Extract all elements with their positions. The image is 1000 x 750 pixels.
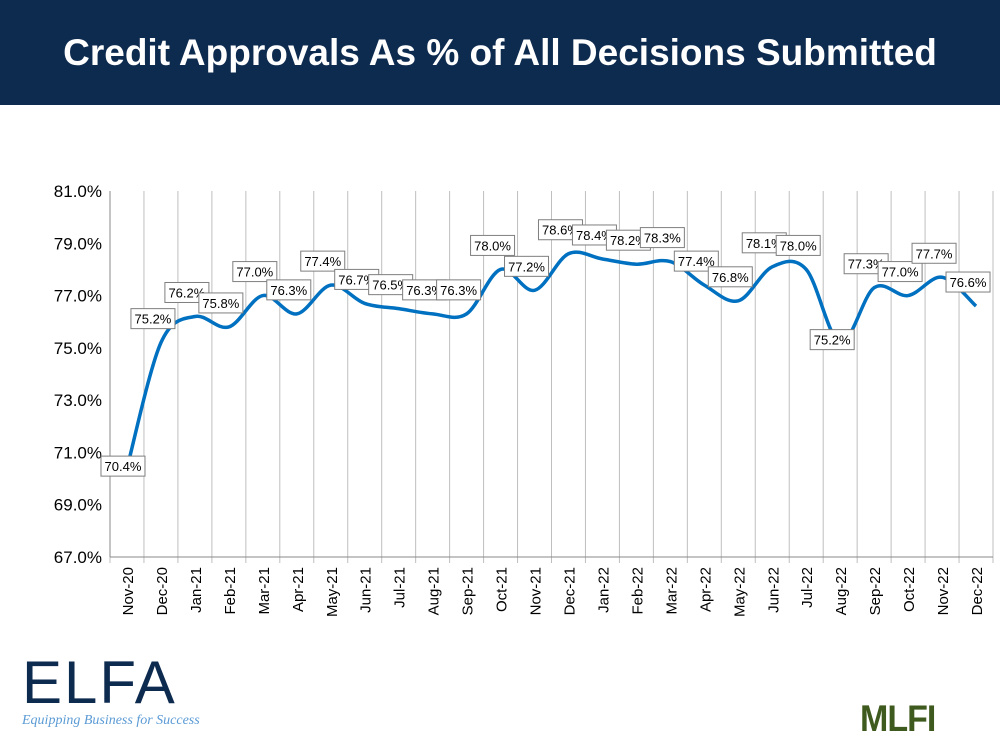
x-tick-label: Dec-22 xyxy=(969,567,986,615)
x-tick-label: Jul-22 xyxy=(799,567,816,608)
elfa-logo: ELFA Equipping Business for Success xyxy=(22,649,200,729)
data-label-box xyxy=(300,250,346,272)
y-tick-label: 69.0% xyxy=(54,496,102,515)
data-label: 70.4% xyxy=(105,459,142,474)
x-tick-label: May-22 xyxy=(731,567,748,617)
x-tick-label: Dec-21 xyxy=(561,567,578,615)
data-label-box xyxy=(266,279,312,301)
data-label-box xyxy=(639,227,685,249)
x-tick-label: Mar-21 xyxy=(256,567,273,615)
data-label: 77.0% xyxy=(882,265,919,280)
data-label: 76.8% xyxy=(712,270,749,285)
data-label: 75.8% xyxy=(202,296,239,311)
y-tick-label: 79.0% xyxy=(54,234,102,253)
x-tick-label: Jul-21 xyxy=(392,567,409,608)
data-label-box xyxy=(100,455,146,477)
elfa-logo-text: ELFA xyxy=(22,649,177,716)
data-label: 76.3% xyxy=(270,283,307,298)
data-label: 76.2% xyxy=(168,285,205,300)
data-label-box xyxy=(911,242,957,264)
y-tick-label: 71.0% xyxy=(54,443,102,462)
mlfi-logo: MLFI xyxy=(860,698,936,740)
data-label: 77.2% xyxy=(508,259,545,274)
data-label: 77.4% xyxy=(678,254,715,269)
data-label: 78.1% xyxy=(746,236,783,251)
y-tick-label: 73.0% xyxy=(54,391,102,410)
x-tick-label: Nov-20 xyxy=(120,567,137,615)
data-label: 78.3% xyxy=(644,231,681,246)
x-tick-label: Jan-21 xyxy=(188,567,205,613)
data-label: 76.7% xyxy=(338,272,375,287)
data-label-box xyxy=(232,261,278,283)
x-tick-label: Jan-22 xyxy=(595,567,612,613)
data-label-box xyxy=(198,292,244,314)
title-banner: Credit Approvals As % of All Decisions S… xyxy=(0,0,1000,105)
x-tick-label: May-21 xyxy=(324,567,341,617)
x-tick-label: Oct-22 xyxy=(901,567,918,612)
data-label: 77.0% xyxy=(236,265,273,280)
data-label-box xyxy=(877,261,923,283)
y-tick-label: 77.0% xyxy=(54,287,102,306)
data-label: 76.6% xyxy=(950,275,987,290)
x-tick-label: Sep-21 xyxy=(460,567,477,615)
x-tick-label: Mar-22 xyxy=(663,567,680,615)
data-label-box xyxy=(775,234,821,256)
data-label: 77.3% xyxy=(848,257,885,272)
data-label-box xyxy=(809,329,855,351)
data-label-box xyxy=(130,308,176,330)
x-tick-label: Feb-22 xyxy=(629,567,646,615)
data-label-box xyxy=(707,266,753,288)
data-label: 78.0% xyxy=(474,238,511,253)
x-tick-label: Sep-22 xyxy=(867,567,884,615)
data-label: 75.2% xyxy=(814,333,851,348)
data-label: 76.3% xyxy=(440,283,477,298)
data-label: 77.7% xyxy=(916,246,953,261)
data-label-box xyxy=(945,271,991,293)
data-label: 78.0% xyxy=(780,238,817,253)
data-label: 78.4% xyxy=(576,228,613,243)
data-label: 78.6% xyxy=(542,223,579,238)
y-tick-label: 67.0% xyxy=(54,548,102,567)
x-tick-label: Nov-21 xyxy=(528,567,545,615)
x-tick-label: Apr-21 xyxy=(290,567,307,612)
data-label-box xyxy=(436,279,482,301)
x-tick-label: Nov-22 xyxy=(935,567,952,615)
x-tick-label: Feb-21 xyxy=(222,567,239,615)
x-tick-label: Oct-21 xyxy=(494,567,511,612)
data-label: 77.4% xyxy=(304,254,341,269)
data-label: 75.2% xyxy=(135,312,172,327)
y-tick-label: 81.0% xyxy=(54,182,102,201)
page-title: Credit Approvals As % of All Decisions S… xyxy=(63,31,937,73)
elfa-tagline: Equipping Business for Success xyxy=(22,713,200,728)
data-label-box xyxy=(673,250,719,272)
x-tick-label: Jun-22 xyxy=(765,567,782,613)
x-tick-label: Dec-20 xyxy=(154,567,171,615)
x-tick-label: Jun-21 xyxy=(358,567,375,613)
x-tick-label: Aug-21 xyxy=(426,567,443,615)
data-label: 76.3% xyxy=(406,283,443,298)
data-label-box xyxy=(504,255,550,277)
y-tick-label: 75.0% xyxy=(54,339,102,358)
x-tick-label: Aug-22 xyxy=(833,567,850,615)
data-label: 78.2% xyxy=(610,233,647,248)
data-label: 76.5% xyxy=(372,278,409,293)
data-label-box xyxy=(470,234,516,256)
x-tick-label: Apr-22 xyxy=(697,567,714,612)
